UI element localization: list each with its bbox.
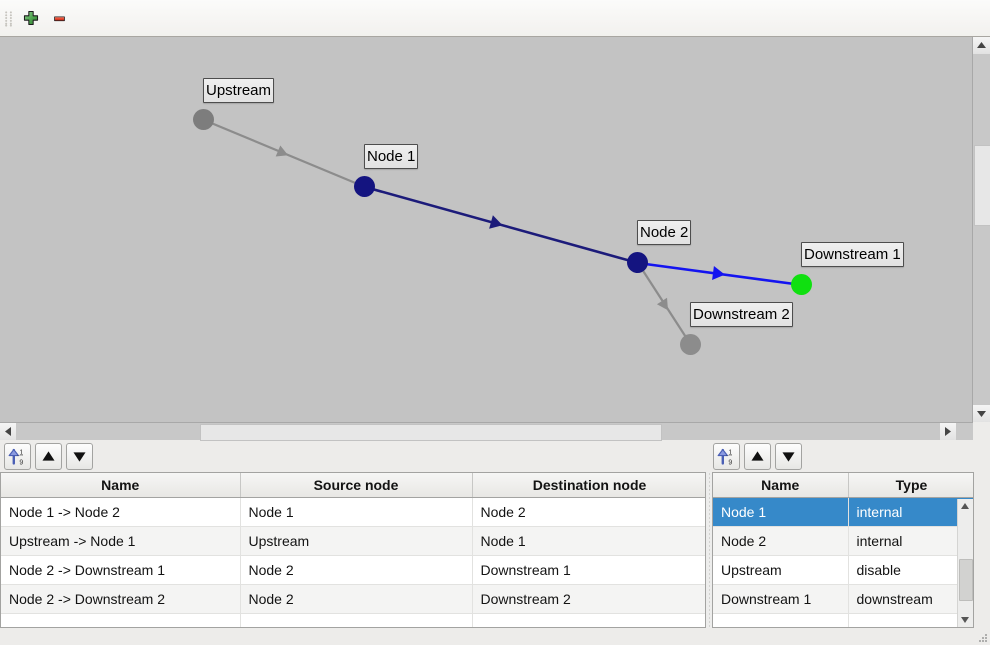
svg-text:9: 9 (19, 459, 23, 466)
svg-text:9: 9 (728, 459, 732, 466)
